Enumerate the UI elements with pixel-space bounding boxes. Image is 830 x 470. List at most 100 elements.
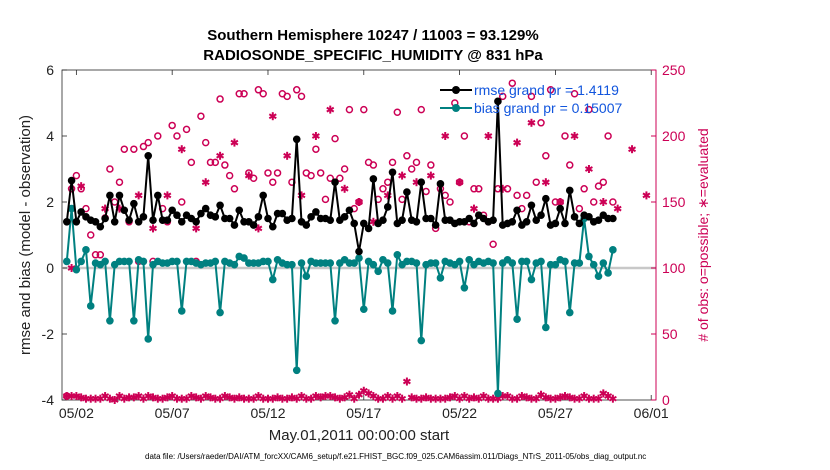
obs-evaluated-upper-point bbox=[163, 191, 172, 200]
obs-evaluated-point bbox=[561, 392, 569, 401]
rmse-point bbox=[254, 213, 263, 221]
rmse-point bbox=[264, 214, 272, 223]
rmse-point bbox=[585, 213, 593, 221]
obs-possible-point bbox=[561, 132, 569, 140]
obs-evaluated-point bbox=[149, 393, 157, 402]
obs-evaluated-point bbox=[345, 390, 354, 399]
obs-evaluated-upper-point bbox=[484, 132, 493, 140]
obs-possible-point bbox=[96, 251, 105, 259]
obs-possible-point bbox=[316, 169, 325, 177]
obs-possible-point bbox=[585, 105, 593, 114]
obs-possible-point bbox=[225, 171, 234, 180]
rmse-point bbox=[249, 221, 258, 229]
rmse-point bbox=[355, 247, 363, 256]
rmse-point bbox=[465, 214, 473, 223]
rmse-point bbox=[235, 206, 244, 215]
obs-possible-point bbox=[594, 182, 603, 190]
x-tick-label: 05/12 bbox=[250, 405, 285, 421]
obs-possible-point bbox=[537, 119, 545, 127]
rmse-point bbox=[77, 208, 85, 216]
obs-possible-point bbox=[609, 198, 617, 206]
rmse-point bbox=[163, 216, 172, 224]
rmse-point bbox=[388, 168, 397, 177]
obs-possible-point bbox=[221, 161, 229, 169]
obs-possible-point bbox=[307, 171, 315, 180]
obs-possible-point bbox=[240, 90, 248, 98]
rmse-point bbox=[130, 199, 138, 208]
obs-possible-point bbox=[230, 185, 239, 193]
rmse-point bbox=[403, 188, 411, 196]
obs-evaluated-point bbox=[532, 394, 541, 403]
obs-possible-point bbox=[173, 132, 181, 140]
obs-possible-point bbox=[427, 161, 435, 169]
rmse-point bbox=[345, 206, 354, 215]
obs-possible-point bbox=[345, 105, 354, 114]
rmse-point bbox=[556, 204, 564, 213]
rmse-point bbox=[307, 213, 315, 221]
obs-possible-point bbox=[86, 231, 95, 239]
rmse-point bbox=[326, 216, 335, 224]
obs-evaluated-point bbox=[206, 393, 215, 402]
obs-evaluated-point bbox=[422, 393, 431, 402]
obs-possible-point bbox=[532, 178, 540, 186]
bias-point bbox=[537, 257, 545, 266]
obs-evaluated-point bbox=[331, 393, 340, 402]
obs-evaluated-point bbox=[402, 377, 411, 386]
rmse-point bbox=[101, 214, 109, 223]
obs-evaluated-upper-point bbox=[149, 224, 157, 233]
obs-evaluated-upper-point bbox=[469, 204, 478, 213]
obs-possible-point bbox=[144, 138, 152, 147]
obs-evaluated-point bbox=[446, 393, 454, 402]
obs-possible-point bbox=[604, 132, 612, 140]
obs-possible-point bbox=[599, 178, 608, 186]
y-axis-left-label: rmse and bias (model - observation) bbox=[17, 115, 34, 355]
obs-possible-point bbox=[254, 86, 263, 94]
obs-possible-point bbox=[336, 174, 344, 182]
bias-point bbox=[604, 269, 612, 277]
bias-point bbox=[374, 267, 382, 276]
bias-point bbox=[393, 251, 402, 259]
rmse-point bbox=[551, 219, 560, 228]
bias-point bbox=[388, 307, 397, 315]
rmse-point bbox=[120, 206, 129, 215]
rmse-point bbox=[115, 191, 124, 200]
legend-rmse-label: rmse grand pr = 1.4119 bbox=[474, 82, 619, 98]
rmse-point bbox=[96, 222, 105, 231]
bias-point bbox=[412, 259, 421, 267]
rmse-point bbox=[561, 219, 569, 228]
obs-possible-point bbox=[211, 158, 220, 167]
obs-possible-point bbox=[72, 171, 81, 180]
obs-evaluated-upper-point bbox=[642, 191, 651, 200]
x-tick-label: 05/17 bbox=[346, 405, 381, 421]
rmse-point bbox=[106, 191, 114, 200]
bias-point bbox=[350, 259, 359, 267]
bias-point bbox=[125, 257, 133, 266]
rmse-point bbox=[364, 224, 373, 233]
rmse-point bbox=[312, 208, 320, 216]
obs-evaluated-upper-point bbox=[613, 204, 622, 213]
obs-evaluated-point bbox=[326, 392, 335, 401]
obs-possible-point bbox=[566, 161, 574, 169]
obs-evaluated-series bbox=[62, 105, 651, 404]
rmse-point bbox=[436, 180, 445, 188]
x-tick-label: 06/01 bbox=[634, 405, 669, 421]
obs-evaluated-point bbox=[311, 392, 320, 401]
obs-possible-point bbox=[360, 105, 368, 114]
obs-evaluated-upper-point bbox=[268, 112, 277, 121]
obs-possible-point bbox=[106, 165, 114, 173]
rmse-point bbox=[302, 221, 311, 229]
y-right-tick-label: 50 bbox=[662, 326, 678, 342]
bias-point bbox=[101, 257, 109, 266]
bias-point bbox=[264, 257, 272, 266]
obs-evaluated-point bbox=[235, 393, 244, 402]
obs-evaluated-upper-point bbox=[192, 224, 201, 233]
rmse-point bbox=[292, 135, 301, 144]
rmse-point bbox=[594, 216, 603, 224]
rmse-series bbox=[62, 97, 617, 256]
obs-possible-point bbox=[264, 169, 272, 177]
obs-evaluated-point bbox=[187, 392, 196, 401]
obs-evaluated-point bbox=[565, 393, 574, 402]
bias-point bbox=[589, 260, 598, 269]
rmse-point bbox=[192, 218, 200, 226]
bias-point bbox=[77, 257, 85, 266]
